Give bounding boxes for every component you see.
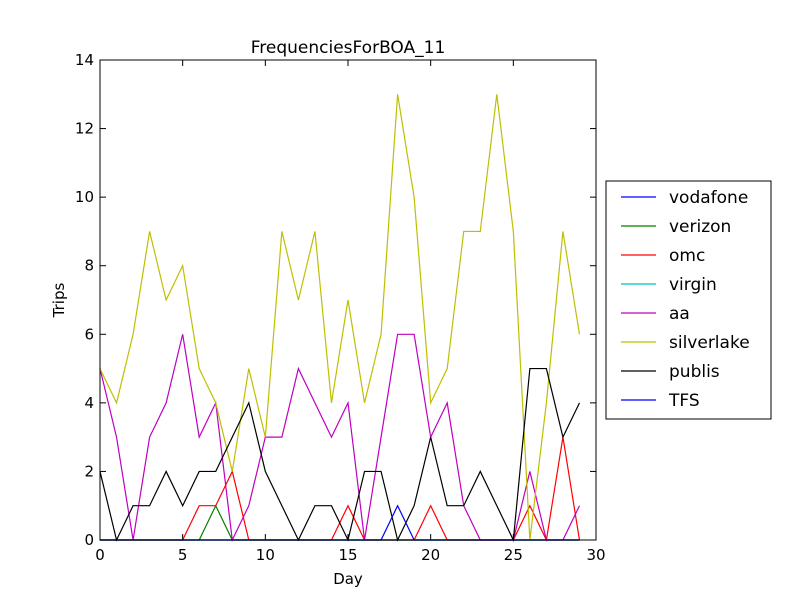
legend-label-verizon: verizon bbox=[669, 217, 731, 237]
y-axis-label: Trips bbox=[50, 283, 68, 319]
legend-label-tfs: TFS bbox=[668, 391, 700, 411]
x-tick-label: 5 bbox=[178, 546, 188, 564]
legend-label-aa: aa bbox=[669, 304, 690, 324]
legend-label-virgin: virgin bbox=[669, 275, 717, 295]
x-tick-label: 15 bbox=[338, 546, 357, 564]
y-tick-label: 2 bbox=[84, 462, 94, 480]
chart-title: FrequenciesForBOA_11 bbox=[251, 38, 446, 58]
legend-box bbox=[605, 180, 772, 420]
x-tick-label: 20 bbox=[421, 546, 440, 564]
x-tick-label: 25 bbox=[504, 546, 523, 564]
y-tick-label: 0 bbox=[84, 531, 94, 549]
legend-label-silverlake: silverlake bbox=[669, 333, 750, 353]
y-tick-label: 6 bbox=[84, 325, 94, 343]
y-tick-label: 8 bbox=[84, 257, 94, 275]
legend: vodafone verizon omc virgin aa silverlake publ… bbox=[605, 180, 772, 420]
series-line-publis bbox=[99, 367, 581, 543]
y-tick-label: 10 bbox=[75, 188, 94, 206]
y-tick-label: 14 bbox=[75, 51, 94, 69]
x-tick-label: 10 bbox=[256, 546, 275, 564]
y-tick-label: 4 bbox=[84, 394, 94, 412]
series-line-silverlake bbox=[99, 94, 581, 541]
x-tick-label: 30 bbox=[586, 546, 605, 564]
legend-label-omc: omc bbox=[669, 246, 705, 266]
legend-label-publis: publis bbox=[669, 362, 720, 382]
x-tick-label: 0 bbox=[95, 546, 105, 564]
x-axis-label: Day bbox=[333, 570, 363, 588]
plot-frame bbox=[99, 59, 597, 541]
y-tick-label: 12 bbox=[75, 120, 94, 138]
legend-label-vodafone: vodafone bbox=[669, 188, 748, 208]
